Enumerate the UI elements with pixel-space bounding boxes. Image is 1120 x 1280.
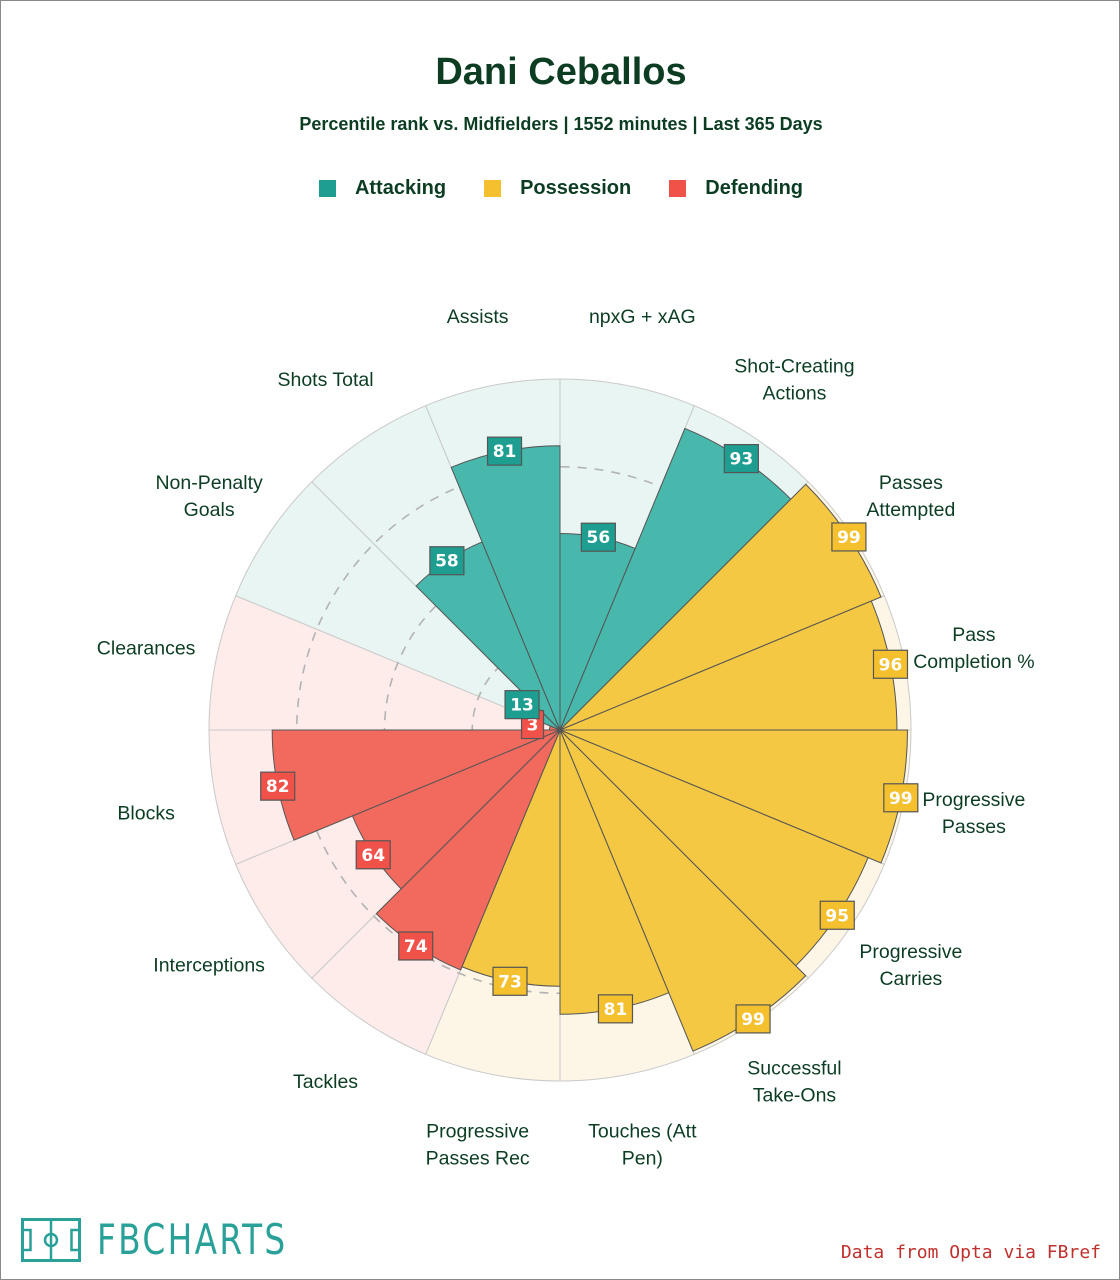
- value-badge-box: [398, 931, 434, 961]
- value-badge-blocks: 82: [260, 771, 296, 801]
- value-badge-progressive-passes-rec: 73: [492, 966, 528, 996]
- value-label-assists: 81: [493, 442, 517, 462]
- chart-title: Dani Ceballos: [435, 51, 687, 93]
- category-label-non-penalty-goals: Non-Penalty Goals: [155, 472, 263, 521]
- legend-item-attacking: Attacking: [318, 177, 447, 200]
- pitch-icon: [21, 1217, 81, 1262]
- bars: [271, 427, 908, 1052]
- category-label-successful-take-ons: Successful Take-Ons: [747, 1057, 841, 1106]
- value-badge-npxg-xag: 56: [580, 522, 616, 552]
- category-labels: npxG + xAG Shot-Creating Actions Passes Atte…: [97, 306, 1035, 1169]
- brand-logo: FBCHARTS: [21, 1215, 341, 1264]
- value-label-clearances: 3: [527, 716, 539, 736]
- value-badge-passes-attempted: 99: [831, 522, 867, 552]
- legend-swatch-defending: [669, 180, 687, 197]
- value-badge-box: [735, 1004, 771, 1034]
- category-label-touches-att-pen: Touches (Att Pen): [588, 1120, 697, 1169]
- value-label-non-penalty-goals: 13: [510, 696, 534, 716]
- value-badge-tackles: 74: [398, 931, 434, 961]
- legend-label-defending: Defending: [705, 177, 804, 199]
- value-badge-box: [831, 522, 867, 552]
- value-label-progressive-passes: 99: [889, 789, 913, 809]
- value-badge-box: [504, 690, 540, 720]
- category-label-passes-attempted: Passes Attempted: [866, 472, 955, 521]
- value-badge-box: [580, 522, 616, 552]
- value-badge-interceptions: 64: [355, 840, 391, 870]
- value-badge-touches-att-pen: 81: [597, 994, 634, 1024]
- value-label-tackles: 74: [404, 937, 428, 957]
- value-badge-box: [486, 436, 523, 466]
- value-label-successful-take-ons: 99: [741, 1010, 765, 1030]
- category-label-interceptions: Interceptions: [153, 954, 265, 976]
- data-credit: Data from Opta via FBref: [840, 1242, 1101, 1263]
- value-badge-assists: 81: [486, 436, 523, 466]
- legend-item-defending: Defending: [669, 177, 803, 200]
- category-label-pass-completion: Pass Completion %: [913, 624, 1034, 673]
- legend-swatch-possession: [484, 180, 502, 197]
- value-badge-box: [355, 840, 391, 870]
- legend: Attacking Possession Defending: [1, 177, 1120, 200]
- category-label-shots-total: Shots Total: [277, 369, 373, 391]
- category-label-clearances: Clearances: [97, 638, 196, 660]
- value-badge-shots-total: 58: [429, 546, 465, 576]
- category-label-assists: Assists: [447, 306, 509, 328]
- bg-sector-non-penalty-goals: [235, 481, 561, 731]
- value-badge-successful-take-ons: 99: [735, 1004, 771, 1034]
- brand-name: FBCHARTS: [97, 1215, 288, 1264]
- legend-label-attacking: Attacking: [354, 177, 447, 199]
- category-label-progressive-passes-rec: Progressive Passes Rec: [426, 1120, 530, 1169]
- value-badge-box: [429, 546, 465, 576]
- value-label-progressive-passes-rec: 73: [498, 972, 522, 992]
- value-badge-non-penalty-goals: 13: [504, 690, 540, 720]
- category-label-blocks: Blocks: [117, 802, 175, 824]
- value-label-shots-total: 58: [435, 552, 459, 572]
- value-badge-box: [819, 900, 855, 930]
- legend-item-possession: Possession: [484, 177, 631, 200]
- value-label-shot-creating-actions: 93: [730, 450, 754, 470]
- value-badge-box: [723, 443, 759, 474]
- bg-sector-clearances: [208, 595, 561, 731]
- value-badge-pass-completion: 96: [872, 649, 909, 679]
- legend-swatch-attacking: [318, 180, 336, 197]
- value-badge-box: [597, 994, 634, 1024]
- category-label-progressive-passes: Progressive Passes: [922, 789, 1025, 838]
- value-label-progressive-carries: 95: [825, 906, 849, 926]
- category-label-progressive-carries: Progressive Carries: [859, 941, 962, 990]
- value-badge-box: [872, 649, 909, 679]
- category-label-shot-creating-actions: Shot-Creating Actions: [734, 356, 854, 405]
- value-label-touches-att-pen: 81: [604, 1000, 628, 1020]
- category-label-npxg-xag: npxG + xAG: [589, 306, 696, 328]
- value-label-blocks: 82: [266, 777, 290, 797]
- value-badge-box: [260, 771, 296, 801]
- value-badge-shot-creating-actions: 93: [723, 443, 759, 474]
- value-label-npxg-xag: 56: [587, 528, 611, 548]
- value-label-interceptions: 64: [361, 846, 385, 866]
- value-badges: 56 93 99 96 99 95 99 81 73 74 64 82 313 58 81: [260, 436, 919, 1034]
- value-badge-box: [492, 966, 528, 996]
- value-label-passes-attempted: 99: [837, 528, 861, 548]
- chart-subtitle: Percentile rank vs. Midfielders | 1552 m…: [299, 114, 823, 134]
- value-badge-box: [883, 783, 919, 813]
- legend-label-possession: Possession: [520, 177, 632, 199]
- value-label-pass-completion: 96: [879, 655, 903, 675]
- value-badge-progressive-carries: 95: [819, 900, 855, 930]
- category-label-tackles: Tackles: [293, 1071, 358, 1093]
- value-badge-progressive-passes: 99: [883, 783, 919, 813]
